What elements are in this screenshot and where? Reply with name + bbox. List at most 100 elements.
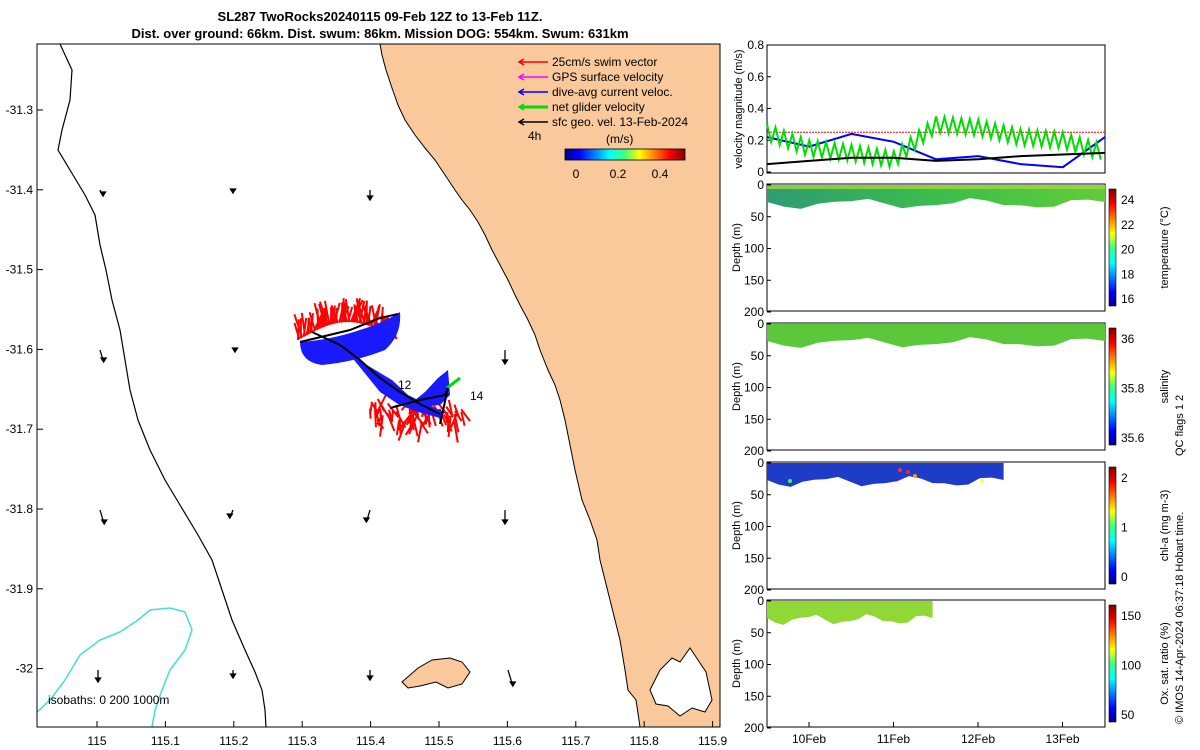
- map-x-tick-label: 115.3: [288, 734, 317, 748]
- swim-vector: [453, 413, 460, 433]
- map-x-tick-label: 115.8: [630, 734, 659, 748]
- swim-vector: [369, 403, 373, 415]
- depth-tick-label: 150: [744, 689, 764, 703]
- swim-vector: [307, 317, 314, 333]
- land-mass: [379, 43, 721, 728]
- swim-vector: [417, 422, 423, 443]
- current-arrow-head: [501, 519, 509, 526]
- current-arrow-head: [366, 195, 374, 202]
- swim-vector: [308, 311, 317, 332]
- map-x-tick-label: 115.5: [424, 734, 453, 748]
- swim-vector: [318, 301, 329, 326]
- map-x-ticks: 115 115.1 115.2 115.3 115.4 115.5 115.6 115.7 11…: [87, 721, 727, 748]
- colorbar-tick-label: 20: [1121, 243, 1135, 257]
- map-x-tick-label: 115.4: [356, 734, 385, 748]
- qc-flags-label: QC flags 1 2: [1174, 395, 1186, 456]
- depth-tick-label: 50: [751, 488, 765, 502]
- legend-entry: sfc geo. vel. 13-Feb-2024: [552, 115, 688, 129]
- map-x-tick-label: 115.1: [151, 734, 180, 748]
- swim-vector: [293, 314, 304, 338]
- depth-tick-label: 100: [744, 242, 764, 256]
- swim-vector: [323, 300, 331, 326]
- depth-axis-label: Depth (m): [731, 223, 743, 272]
- depth-tick-label: 100: [744, 520, 764, 534]
- current-arrow-head: [231, 347, 239, 354]
- current-arrow-head: [366, 675, 374, 682]
- surface-warm-layer: [767, 185, 1105, 189]
- colorbar-tick-label: 0: [1121, 570, 1128, 584]
- depth-tick-label: 0: [757, 594, 764, 608]
- depth-tick-label: 50: [751, 210, 765, 224]
- swim-vector: [342, 305, 348, 323]
- swim-vector: [453, 404, 460, 418]
- section-data-band: [767, 185, 1105, 209]
- chart-title: SL287 TwoRocks20240115 09-Feb 12Z to 13-…: [40, 8, 720, 42]
- swim-vector: [390, 409, 395, 423]
- depth-tick-label: 0: [757, 456, 764, 470]
- isobath-label: isobaths: 0 200 1000m: [48, 693, 169, 707]
- velocity-y-tick-label: 0.6: [747, 70, 764, 84]
- section-panel-chla: 0 50 100 150 200 Depth (m) 2 1 0 chl-a (mg m-3): [731, 456, 1171, 597]
- velocity-series-line: [766, 151, 1106, 166]
- velocity-y-ticks: 0 0.2 0.4 0.6 0.8: [747, 38, 771, 179]
- colorbar-tick-label: 16: [1121, 292, 1135, 306]
- section-axes: [766, 599, 1106, 728]
- swim-vector: [460, 408, 471, 422]
- chla-hotspot: [788, 479, 792, 483]
- depth-tick-label: 200: [744, 721, 764, 735]
- swim-vector: [330, 304, 339, 324]
- current-arrow-head: [501, 359, 509, 366]
- isobath-200m: [36, 607, 193, 728]
- chla-hotspot: [913, 474, 917, 478]
- legend-arrowhead: [517, 88, 525, 96]
- swim-vector: [313, 302, 322, 329]
- chla-hotspot: [906, 470, 910, 474]
- section-data-band: [767, 463, 1004, 487]
- time-tick-label: 11Feb: [877, 732, 910, 746]
- colorbar-tick-1: 0.2: [610, 167, 627, 181]
- swim-vector: [395, 420, 401, 436]
- colorbar-tick-label: 150: [1121, 609, 1141, 623]
- isobath-0m: [57, 43, 267, 728]
- colorbar-label: temperature (°C): [1159, 206, 1171, 288]
- map-y-tick-label: -31.6: [6, 342, 34, 356]
- legend-entry: GPS surface velocity: [552, 70, 663, 84]
- current-arrow-head: [94, 677, 102, 684]
- current-arrow-head: [509, 681, 517, 688]
- swim-vector: [449, 411, 459, 430]
- velocity-ylabel: velocity magnitude (m/s): [733, 49, 745, 168]
- map-y-tick-label: -31.4: [6, 183, 34, 197]
- colorbar-label: chl-a (mg m-3): [1159, 490, 1171, 562]
- section-colorbar: [1108, 466, 1117, 585]
- section-axes: [766, 461, 1106, 590]
- swim-vector: [397, 420, 407, 441]
- velocity-y-tick-label: 0.8: [747, 38, 764, 52]
- current-arrow-head: [362, 517, 371, 524]
- velocity-axes: [766, 44, 1106, 174]
- colorbar-label: Ox. sat. ratio (%): [1159, 622, 1171, 705]
- colorbar-tick-2: 0.4: [652, 167, 669, 181]
- current-arrow-head: [99, 357, 108, 364]
- map-x-tick-label: 115.9: [698, 734, 727, 748]
- colorbar-tick-label: 1: [1121, 521, 1128, 535]
- swim-vector: [388, 409, 393, 420]
- swim-vector: [356, 299, 367, 325]
- interval-label: 4h: [528, 129, 541, 143]
- swim-vector: [365, 311, 374, 328]
- colorbar-tick-label: 50: [1121, 708, 1135, 722]
- depth-tick-label: 50: [751, 626, 765, 640]
- colorbar-tick-label: 35.6: [1121, 431, 1145, 445]
- velocity-series: [766, 113, 1106, 171]
- swim-vector: [460, 411, 466, 426]
- swim-vector: [318, 303, 327, 327]
- legend-entry: net glider velocity: [552, 100, 645, 114]
- map-y-tick-label: -32: [16, 662, 34, 676]
- swim-vector: [411, 409, 426, 427]
- legend-entry: dive-avg current veloc.: [552, 85, 673, 99]
- current-arrow-head: [229, 673, 237, 680]
- colorbar-label: salinity: [1159, 369, 1171, 403]
- velocity-series-line: [766, 132, 1106, 169]
- depth-tick-label: 150: [744, 412, 764, 426]
- estuary: [649, 647, 713, 717]
